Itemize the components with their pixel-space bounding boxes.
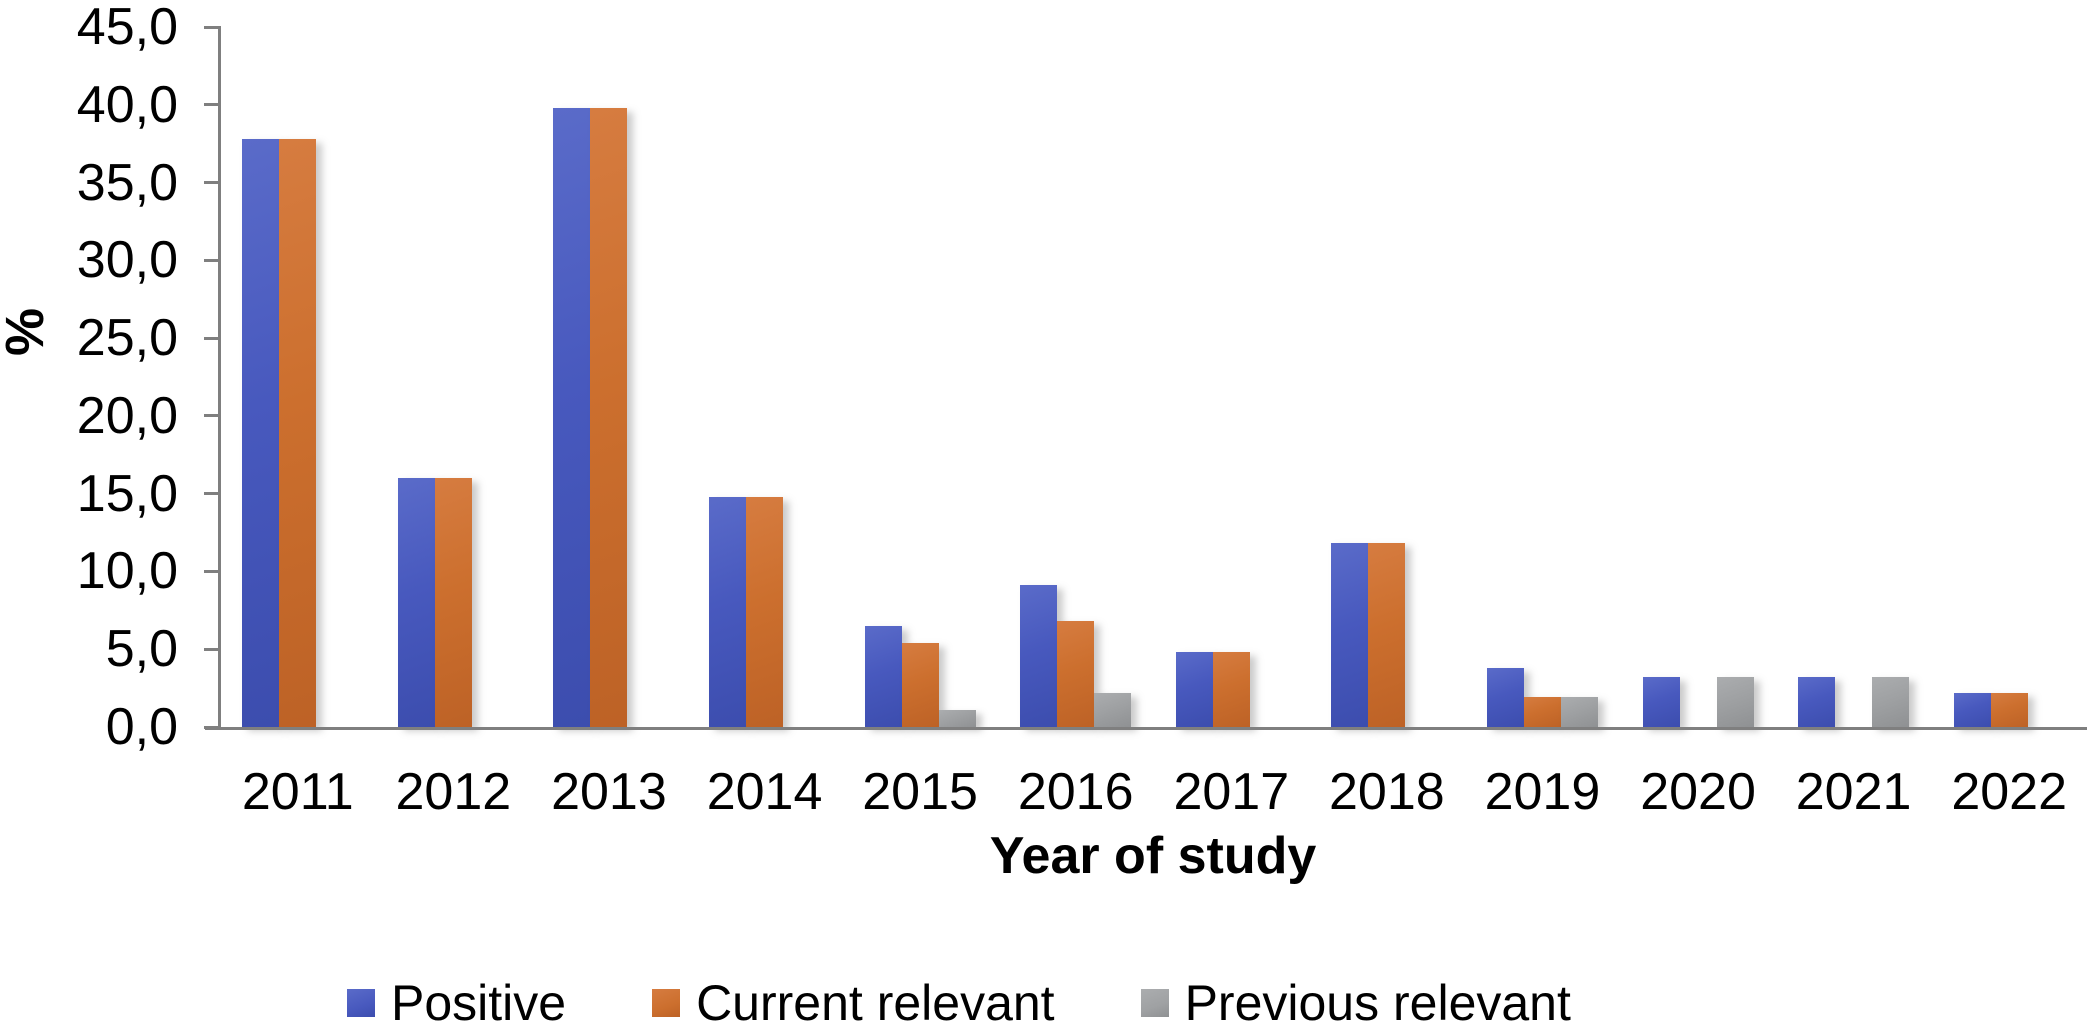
x-tick-label-2013: 2013 — [551, 763, 667, 821]
y-tick-label: 25,0 — [76, 309, 178, 368]
x-tick-label-2020: 2020 — [1640, 763, 1756, 821]
y-tick-label: 15,0 — [76, 464, 178, 523]
legend-swatch-icon — [1140, 989, 1169, 1017]
x-tick-label-2016: 2016 — [1017, 763, 1134, 821]
x-tick-label-2022: 2022 — [1951, 763, 2068, 821]
bar-2013-positive — [553, 107, 591, 727]
legend-swatch-icon — [347, 989, 375, 1017]
bar-2019-current-relevant — [1523, 697, 1561, 727]
legend-item-current-relevant: Current relevant — [652, 975, 1055, 1026]
bar-2020-positive — [1642, 677, 1680, 727]
x-tick-label-2014: 2014 — [706, 763, 823, 821]
bar-2019-positive — [1486, 667, 1524, 727]
y-tick-label: 10,0 — [76, 542, 178, 601]
bar-2016-positive — [1020, 585, 1058, 727]
plot-area — [220, 27, 2087, 727]
y-tick-label: 20,0 — [76, 386, 178, 445]
bar-2015-current-relevant — [901, 643, 939, 727]
bar-2016-current-relevant — [1057, 621, 1095, 727]
x-tick-label-2019: 2019 — [1484, 763, 1601, 821]
y-tick-mark — [204, 414, 221, 418]
y-tick-label: 0,0 — [105, 698, 178, 756]
x-tick-label-2015: 2015 — [862, 763, 978, 821]
bar-2014-current-relevant — [746, 496, 784, 727]
y-tick-label: 40,0 — [76, 75, 178, 134]
bar-2022-current-relevant — [1990, 692, 2028, 727]
legend-label: Current relevant — [696, 975, 1055, 1026]
y-tick-label: 5,0 — [105, 620, 178, 679]
bar-2016-previous-relevant — [1094, 692, 1132, 727]
y-tick-mark — [204, 647, 221, 651]
legend-label: Positive — [391, 975, 567, 1026]
bar-2011-positive — [242, 139, 280, 727]
bar-2013-current-relevant — [590, 107, 628, 727]
bar-2015-previous-relevant — [938, 709, 976, 727]
bar-2015-positive — [864, 625, 902, 727]
legend-item-positive: Positive — [347, 975, 566, 1026]
y-axis-line — [218, 27, 221, 730]
bar-2019-previous-relevant — [1560, 697, 1598, 727]
y-tick-label: 30,0 — [76, 231, 178, 290]
y-tick-mark — [204, 181, 221, 185]
y-tick-label: 35,0 — [76, 153, 178, 212]
bar-2017-current-relevant — [1212, 652, 1250, 727]
x-tick-label-2017: 2017 — [1173, 763, 1290, 821]
bar-2017-positive — [1175, 652, 1213, 727]
bar-2021-previous-relevant — [1872, 677, 1910, 727]
legend-item-previous-relevant: Previous relevant — [1140, 975, 1571, 1026]
legend-swatch-icon — [652, 989, 681, 1017]
bar-2018-positive — [1331, 543, 1369, 727]
legend-label: Previous relevant — [1184, 975, 1571, 1026]
legend: Positive Current relevant Previous relevan… — [347, 975, 1571, 1026]
x-tick-label-2018: 2018 — [1329, 763, 1445, 821]
bar-2012-positive — [397, 478, 435, 727]
y-tick-mark — [204, 492, 221, 496]
bar-2021-positive — [1798, 677, 1836, 727]
bar-2014-positive — [709, 496, 747, 727]
bar-2020-previous-relevant — [1716, 677, 1754, 727]
x-axis-line — [205, 727, 2087, 730]
x-tick-label-2021: 2021 — [1795, 763, 1912, 821]
y-tick-mark — [204, 336, 221, 340]
x-tick-label-2011: 2011 — [241, 763, 354, 821]
x-tick-label-2012: 2012 — [395, 763, 512, 821]
y-tick-mark — [204, 25, 221, 29]
bar-2022-positive — [1953, 692, 1991, 727]
bar-2012-current-relevant — [434, 478, 472, 727]
y-tick-mark — [204, 569, 221, 573]
y-tick-mark — [204, 258, 221, 262]
y-tick-mark — [204, 103, 221, 107]
x-axis-title: Year of study — [989, 827, 1317, 885]
bar-2011-current-relevant — [279, 139, 317, 727]
bar-2018-current-relevant — [1368, 543, 1406, 727]
y-tick-label: 45,0 — [76, 0, 178, 56]
